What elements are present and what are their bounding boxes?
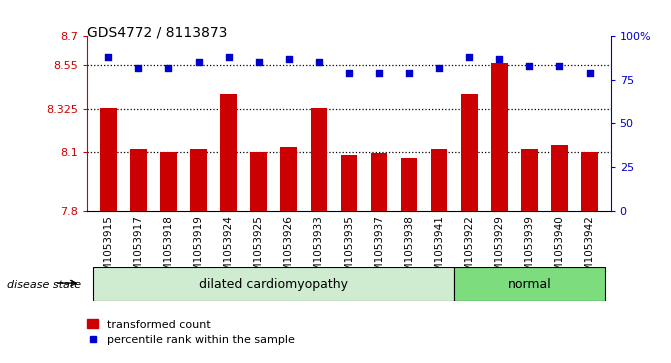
- Text: GSM1053924: GSM1053924: [223, 215, 234, 285]
- Text: GSM1053915: GSM1053915: [103, 215, 113, 285]
- Text: GSM1053926: GSM1053926: [284, 215, 294, 285]
- Bar: [461, 94, 478, 211]
- Text: GSM1053937: GSM1053937: [374, 215, 384, 285]
- Point: [344, 70, 354, 76]
- Text: dilated cardiomyopathy: dilated cardiomyopathy: [199, 278, 348, 290]
- Point: [103, 54, 113, 60]
- Bar: [311, 108, 327, 211]
- Bar: [220, 94, 237, 211]
- Text: GSM1053942: GSM1053942: [584, 215, 595, 285]
- Point: [163, 65, 174, 70]
- Bar: [581, 152, 598, 211]
- Bar: [431, 148, 448, 211]
- Text: GSM1053935: GSM1053935: [344, 215, 354, 285]
- Point: [254, 60, 264, 65]
- Point: [494, 56, 505, 62]
- Bar: [551, 145, 568, 211]
- Bar: [341, 155, 357, 211]
- Point: [313, 60, 324, 65]
- Legend: transformed count, percentile rank within the sample: transformed count, percentile rank withi…: [87, 319, 295, 345]
- Point: [133, 65, 144, 70]
- Text: GDS4772 / 8113873: GDS4772 / 8113873: [87, 25, 227, 40]
- Bar: [454, 267, 605, 301]
- Bar: [521, 148, 537, 211]
- Bar: [100, 108, 117, 211]
- Bar: [280, 147, 297, 211]
- Point: [223, 54, 234, 60]
- Text: GSM1053917: GSM1053917: [134, 215, 144, 285]
- Bar: [160, 152, 176, 211]
- Point: [584, 70, 595, 76]
- Bar: [250, 152, 267, 211]
- Text: GSM1053919: GSM1053919: [193, 215, 203, 285]
- Bar: [370, 154, 387, 211]
- Point: [433, 65, 444, 70]
- Text: GSM1053918: GSM1053918: [164, 215, 173, 285]
- Text: GSM1053941: GSM1053941: [434, 215, 444, 285]
- Point: [524, 63, 535, 69]
- Text: GSM1053933: GSM1053933: [314, 215, 324, 285]
- Text: GSM1053940: GSM1053940: [554, 215, 564, 285]
- Point: [283, 56, 294, 62]
- Bar: [130, 148, 147, 211]
- Bar: [191, 148, 207, 211]
- Text: GSM1053922: GSM1053922: [464, 215, 474, 285]
- Bar: [491, 64, 507, 211]
- Text: GSM1053925: GSM1053925: [254, 215, 264, 285]
- Text: GSM1053939: GSM1053939: [525, 215, 534, 285]
- Bar: [93, 267, 454, 301]
- Point: [374, 70, 384, 76]
- Point: [464, 54, 474, 60]
- Point: [554, 63, 565, 69]
- Text: disease state: disease state: [7, 280, 81, 290]
- Point: [193, 60, 204, 65]
- Point: [404, 70, 415, 76]
- Text: normal: normal: [507, 278, 552, 290]
- Text: GSM1053938: GSM1053938: [404, 215, 414, 285]
- Text: GSM1053929: GSM1053929: [495, 215, 505, 285]
- Bar: [401, 158, 417, 211]
